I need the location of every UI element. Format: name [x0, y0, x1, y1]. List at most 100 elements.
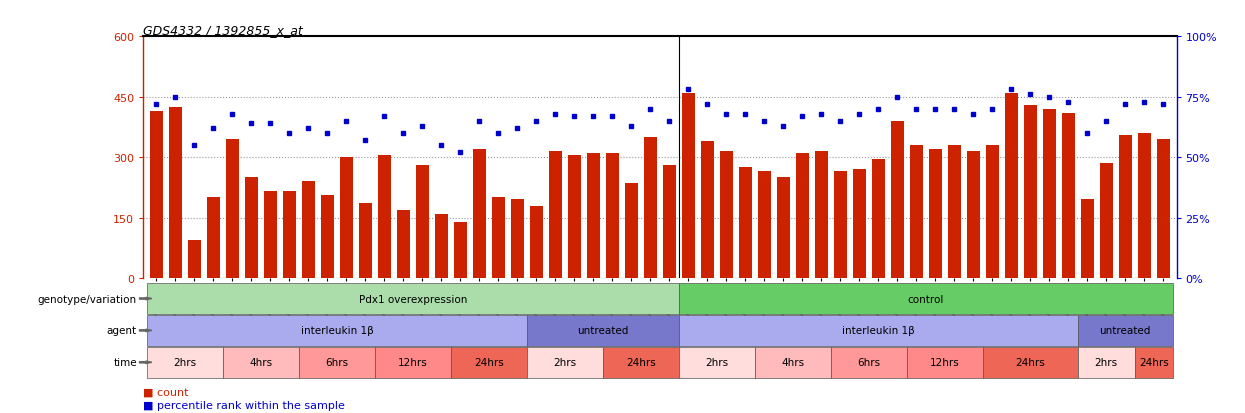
Bar [451, 347, 527, 378]
Bar [149, 112, 163, 278]
Bar [834, 172, 847, 278]
Bar [188, 240, 202, 278]
Bar [147, 347, 223, 378]
Bar [527, 347, 603, 378]
Bar [1138, 134, 1150, 278]
Bar [679, 347, 754, 378]
Bar [890, 121, 904, 278]
Text: ■ count: ■ count [143, 387, 189, 396]
Text: 24hrs: 24hrs [626, 357, 656, 368]
Bar [549, 152, 561, 278]
Bar [986, 146, 998, 278]
Bar [814, 152, 828, 278]
Bar [147, 315, 527, 346]
Text: 4hrs: 4hrs [782, 357, 804, 368]
Bar [1062, 114, 1074, 278]
Bar [754, 347, 830, 378]
Bar [872, 160, 885, 278]
Bar [1042, 109, 1056, 278]
Text: untreated: untreated [578, 325, 629, 336]
Text: interleukin 1β: interleukin 1β [300, 325, 374, 336]
Text: 6hrs: 6hrs [858, 357, 880, 368]
Bar [720, 152, 733, 278]
Text: 24hrs: 24hrs [1016, 357, 1045, 368]
Bar [301, 182, 315, 278]
Text: 2hrs: 2hrs [553, 357, 576, 368]
Bar [910, 146, 923, 278]
Bar [644, 138, 657, 278]
Bar [340, 158, 354, 278]
Text: time: time [113, 357, 137, 368]
Text: 2hrs: 2hrs [1094, 357, 1118, 368]
Text: 12hrs: 12hrs [398, 357, 428, 368]
Text: GDS4332 / 1392855_x_at: GDS4332 / 1392855_x_at [143, 24, 303, 37]
Text: genotype/variation: genotype/variation [37, 294, 137, 304]
Bar [568, 156, 581, 278]
Bar [1078, 347, 1134, 378]
Text: interleukin 1β: interleukin 1β [842, 325, 915, 336]
Bar [625, 184, 637, 278]
Text: 6hrs: 6hrs [325, 357, 349, 368]
Bar [473, 150, 486, 278]
Text: agent: agent [107, 325, 137, 336]
Text: 2hrs: 2hrs [705, 357, 728, 368]
Bar [1118, 135, 1132, 278]
Bar [453, 222, 467, 278]
Bar [758, 172, 771, 278]
Bar [947, 146, 961, 278]
Bar [1134, 347, 1173, 378]
Text: control: control [908, 294, 944, 304]
Bar [1078, 315, 1173, 346]
Bar [1099, 164, 1113, 278]
Bar [397, 210, 410, 278]
Bar [321, 196, 334, 278]
Bar [416, 166, 430, 278]
Bar [982, 347, 1078, 378]
Bar [679, 315, 1078, 346]
Text: 4hrs: 4hrs [249, 357, 273, 368]
Bar [929, 150, 942, 278]
Bar [225, 140, 239, 278]
Bar [662, 166, 676, 278]
Bar [377, 156, 391, 278]
Bar [527, 315, 679, 346]
Bar [510, 200, 524, 278]
Bar [738, 168, 752, 278]
Bar [245, 178, 258, 278]
Bar [299, 347, 375, 378]
Bar [1023, 105, 1037, 278]
Text: ■ percentile rank within the sample: ■ percentile rank within the sample [143, 399, 345, 410]
Bar [283, 192, 296, 278]
Bar [1157, 140, 1170, 278]
Text: 12hrs: 12hrs [930, 357, 960, 368]
Text: 24hrs: 24hrs [1139, 357, 1169, 368]
Bar [223, 347, 299, 378]
Text: 24hrs: 24hrs [474, 357, 504, 368]
Bar [529, 206, 543, 278]
Bar [853, 170, 867, 278]
Bar [682, 93, 695, 278]
Bar [906, 347, 982, 378]
Bar [207, 198, 220, 278]
Bar [1081, 200, 1094, 278]
Text: Pdx1 overexpression: Pdx1 overexpression [359, 294, 467, 304]
Bar [796, 154, 809, 278]
Bar [966, 152, 980, 278]
Bar [586, 154, 600, 278]
Bar [603, 347, 679, 378]
Bar [701, 142, 713, 278]
Bar [679, 283, 1173, 314]
Bar [264, 192, 278, 278]
Bar [435, 214, 448, 278]
Bar [777, 178, 791, 278]
Bar [359, 204, 372, 278]
Text: untreated: untreated [1099, 325, 1150, 336]
Bar [147, 283, 679, 314]
Text: 2hrs: 2hrs [173, 357, 197, 368]
Bar [830, 347, 906, 378]
Bar [1005, 93, 1018, 278]
Bar [169, 107, 182, 278]
Bar [375, 347, 451, 378]
Bar [606, 154, 619, 278]
Bar [492, 198, 505, 278]
